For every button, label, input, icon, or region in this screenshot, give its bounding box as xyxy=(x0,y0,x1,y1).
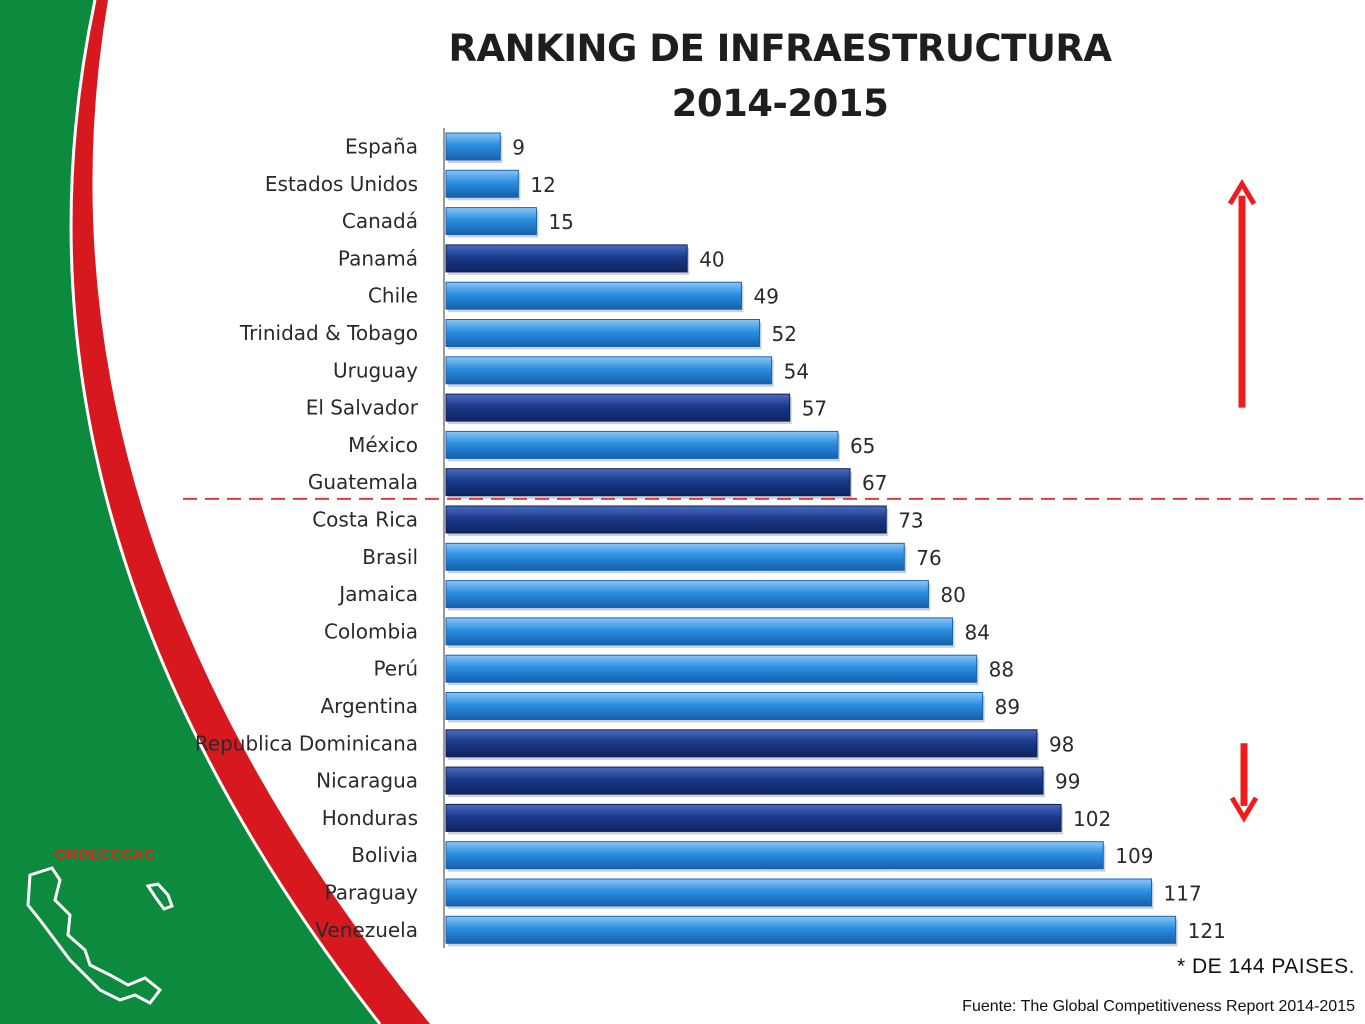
value-label-trinidad-tobago: 52 xyxy=(772,322,797,346)
bar-argentina xyxy=(445,692,984,720)
white-curve-line xyxy=(69,0,382,1024)
bar-espana xyxy=(445,132,501,161)
bar-mexico xyxy=(445,430,839,459)
bar-jamaica xyxy=(445,580,929,609)
value-label-jamaica: 80 xyxy=(940,583,965,607)
value-label-espana: 9 xyxy=(512,136,525,160)
bar-bolivia xyxy=(445,841,1104,870)
bar-trinidad-tobago xyxy=(445,319,761,347)
category-label-chile: Chile xyxy=(368,284,418,308)
arrow-down-icon xyxy=(1229,743,1259,823)
value-label-honduras: 102 xyxy=(1073,807,1111,831)
value-label-republica-dominicana: 98 xyxy=(1049,732,1074,756)
bar-colombia xyxy=(445,617,954,646)
bar-brasil xyxy=(445,542,905,571)
chart-title: RANKING DE INFRAESTRUCTURA xyxy=(448,27,1112,70)
bar-costa-rica xyxy=(445,505,887,534)
bar-nicaragua xyxy=(445,766,1044,795)
value-label-nicaragua: 99 xyxy=(1055,770,1080,794)
category-label-el-salvador: El Salvador xyxy=(306,396,419,420)
bar-honduras xyxy=(445,803,1062,832)
category-label-bolivia: Bolivia xyxy=(351,843,418,867)
bar-uruguay xyxy=(445,356,773,385)
value-label-brasil: 76 xyxy=(916,546,941,570)
value-label-guatemala: 67 xyxy=(862,471,887,495)
green-band xyxy=(0,0,380,1024)
bar-el-salvador xyxy=(445,393,791,422)
bar-venezuela xyxy=(445,915,1177,944)
category-label-canada: Canadá xyxy=(342,209,418,233)
category-label-guatemala: Guatemala xyxy=(308,470,418,494)
chart-subtitle: 2014-2015 xyxy=(671,82,889,125)
category-label-honduras: Honduras xyxy=(322,806,418,830)
category-label-mexico: México xyxy=(348,433,418,457)
bar-paraguay xyxy=(445,878,1153,907)
arrow-up-icon xyxy=(1227,178,1257,408)
source-citation: Fuente: The Global Competitiveness Repor… xyxy=(962,998,1355,1015)
category-label-republica-dominicana: Republica Dominicana xyxy=(195,731,418,755)
category-label-costa-rica: Costa Rica xyxy=(312,508,418,532)
logo-text: ORDECCCAC xyxy=(55,846,156,863)
value-label-paraguay: 117 xyxy=(1164,882,1202,906)
value-label-colombia: 84 xyxy=(965,620,990,644)
value-label-bolivia: 109 xyxy=(1115,844,1153,868)
value-label-estados-unidos: 12 xyxy=(530,173,555,197)
value-label-panama: 40 xyxy=(699,247,724,271)
footnote: * DE 144 PAISES. xyxy=(1176,955,1355,978)
category-label-uruguay: Uruguay xyxy=(333,358,418,382)
bar-estados-unidos xyxy=(445,169,519,198)
value-label-el-salvador: 57 xyxy=(802,397,827,421)
category-label-nicaragua: Nicaragua xyxy=(316,769,418,793)
bar-chile xyxy=(445,281,742,310)
value-label-costa-rica: 73 xyxy=(898,509,923,533)
value-label-argentina: 89 xyxy=(995,695,1020,719)
value-label-peru: 88 xyxy=(989,658,1014,682)
value-label-chile: 49 xyxy=(753,285,778,309)
bar-republica-dominicana xyxy=(445,729,1038,758)
bar-panama xyxy=(445,244,688,273)
category-label-estados-unidos: Estados Unidos xyxy=(265,172,418,196)
bar-guatemala xyxy=(445,468,851,497)
bar-canada xyxy=(445,207,537,236)
category-label-colombia: Colombia xyxy=(324,619,418,643)
value-label-uruguay: 54 xyxy=(784,359,809,383)
category-label-panama: Panamá xyxy=(338,246,418,270)
category-label-argentina: Argentina xyxy=(320,694,418,718)
category-label-jamaica: Jamaica xyxy=(337,582,418,606)
value-label-mexico: 65 xyxy=(850,434,875,458)
value-label-canada: 15 xyxy=(548,210,573,234)
category-label-paraguay: Paraguay xyxy=(325,881,419,905)
bar-peru xyxy=(445,654,978,683)
category-label-trinidad-tobago: Trinidad & Tobago xyxy=(239,321,418,345)
category-label-espana: España xyxy=(345,135,418,159)
central-america-map-icon xyxy=(26,866,174,1005)
value-label-venezuela: 121 xyxy=(1188,919,1226,943)
category-label-venezuela: Venezuela xyxy=(315,918,418,942)
category-label-brasil: Brasil xyxy=(362,545,418,569)
category-label-peru: Perú xyxy=(373,657,418,681)
